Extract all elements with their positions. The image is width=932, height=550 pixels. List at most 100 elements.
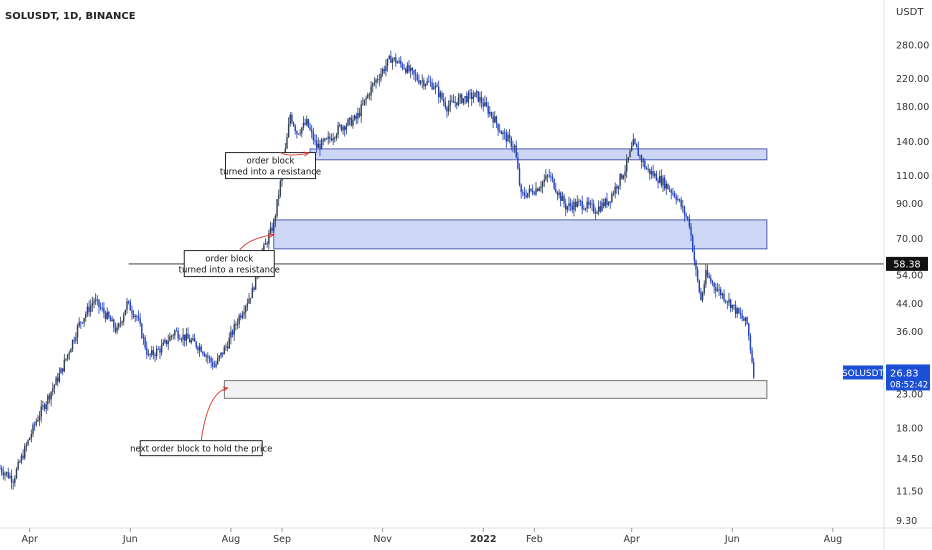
candle-body — [749, 336, 752, 351]
candle-body — [334, 137, 336, 139]
candle-body — [566, 206, 569, 210]
candle-body — [741, 314, 743, 319]
time-tick-label: Feb — [526, 534, 543, 545]
candle-body — [28, 437, 31, 441]
candle-body — [111, 319, 113, 322]
candle-body — [663, 177, 666, 189]
candle-body — [83, 317, 85, 323]
candle-body — [441, 92, 443, 99]
candle-body — [276, 199, 278, 216]
candle-body — [203, 353, 206, 357]
candle-body — [635, 143, 638, 148]
candle-body — [746, 317, 748, 324]
currency-label: USDT — [896, 7, 924, 18]
candle-body — [376, 79, 379, 81]
candle-body — [85, 313, 87, 318]
candle-body — [10, 475, 13, 483]
candle-body — [324, 138, 326, 141]
candle-body — [218, 355, 221, 359]
last-price-label: 26.83 — [890, 368, 919, 379]
annotation-text: order block — [247, 157, 295, 167]
candle-body — [556, 192, 559, 195]
candle-body — [185, 333, 188, 341]
candle-body — [589, 203, 592, 205]
candle-body — [98, 299, 100, 307]
candle-body — [670, 190, 672, 193]
candle-body — [337, 125, 339, 135]
candle-body — [490, 112, 493, 116]
candle-body — [563, 196, 565, 204]
candle-body — [601, 202, 603, 212]
candle-body — [733, 304, 735, 306]
candle-body — [645, 167, 648, 170]
candle-body — [429, 81, 432, 83]
candle-body — [672, 192, 674, 194]
candle-body — [187, 333, 189, 339]
candle-body — [197, 347, 199, 351]
candle-body — [515, 145, 517, 158]
candle-body — [616, 186, 618, 189]
candle-body — [372, 83, 374, 87]
candle-body — [304, 122, 306, 125]
price-axis: USDT 280.00 220.00 180.00 140.00 110.00 90.00… — [883, 0, 929, 550]
level-price-label: 58.38 — [893, 259, 920, 270]
candle-body — [690, 226, 692, 236]
candle-body — [301, 127, 303, 134]
candle-body — [15, 469, 18, 479]
candle-body — [621, 174, 623, 179]
price-tick-label: 90.00 — [896, 199, 923, 210]
candle-body — [677, 199, 679, 201]
candle-body — [274, 215, 277, 221]
candle-body — [235, 324, 237, 326]
annotation-text: turned into a resistance — [220, 168, 321, 178]
candle-body — [172, 335, 174, 337]
candle-body — [560, 192, 562, 201]
candle-body — [431, 82, 433, 90]
candle-body — [375, 79, 377, 83]
candle-body — [614, 186, 616, 194]
candle-body — [494, 116, 496, 123]
candle-body — [675, 196, 677, 200]
candle-body — [649, 168, 651, 175]
candle-body — [30, 434, 33, 438]
symbol-title: SOLUSDT, 1D, BINANCE — [5, 11, 136, 22]
candle-body — [627, 157, 630, 160]
candle-body — [314, 140, 316, 142]
candle-body — [315, 140, 318, 148]
annotation-box — [183, 250, 275, 278]
candle-body — [673, 193, 676, 197]
candle-body — [517, 157, 519, 169]
candle-body — [538, 188, 541, 191]
candle-body — [647, 168, 649, 170]
candle-body — [500, 131, 503, 135]
candle-body — [332, 138, 334, 141]
candle-body — [339, 124, 341, 126]
candle-body — [5, 472, 8, 474]
candle-body — [121, 321, 123, 323]
candle-body — [436, 85, 438, 87]
candle-body — [654, 173, 656, 176]
candle-body — [626, 159, 628, 172]
candle-body — [576, 201, 578, 207]
candle-body — [306, 119, 308, 125]
candle-body — [358, 112, 361, 117]
candle-body — [416, 75, 418, 81]
candle-body — [682, 206, 684, 208]
candle-body — [122, 315, 125, 322]
candle-body — [24, 446, 26, 459]
candle-body — [202, 351, 204, 354]
candle-body — [696, 269, 699, 281]
candle-body — [485, 102, 488, 106]
candle-body — [63, 359, 66, 372]
candle-body — [461, 94, 463, 103]
candle-body — [573, 201, 575, 211]
candle-body — [588, 201, 590, 205]
candle-body — [584, 208, 587, 210]
candle-body — [154, 355, 156, 357]
candle-body — [734, 304, 737, 314]
candle-body — [263, 244, 265, 253]
candle-body — [622, 175, 625, 179]
candle-body — [571, 205, 573, 211]
candle-body — [574, 201, 577, 207]
